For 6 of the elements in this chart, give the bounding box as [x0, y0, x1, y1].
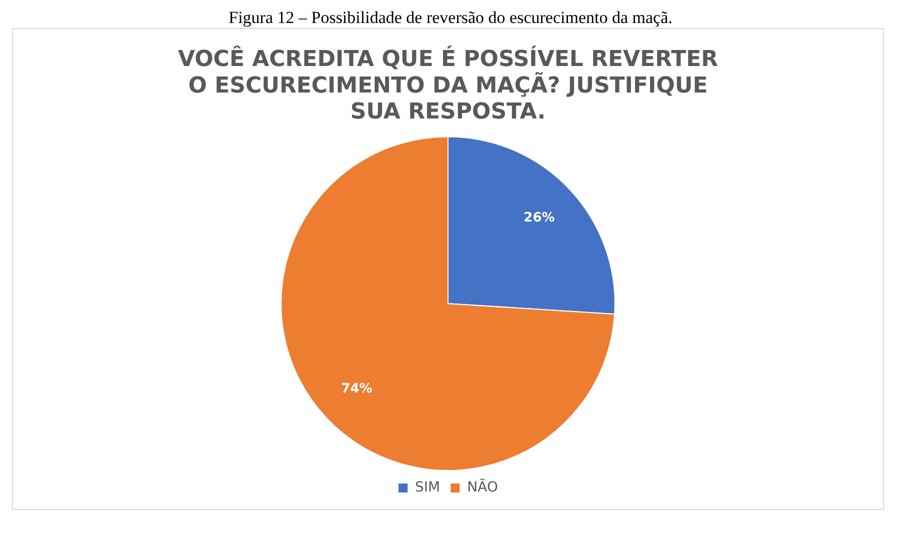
data-label: 26% [524, 210, 555, 226]
text: Figura 12 – Possibilidade de reversão do escurecimento da maçã. [228, 8, 674, 28]
chart-title: VOCÊ ACREDITA QUE É POSSÍVEL REVERTER O ESCURECIMENTO DA MAÇÃ? JUSTIFIQUE SUA RESPOSTA. [178, 44, 718, 125]
legend-label: SIM [415, 480, 440, 496]
data-label: 74% [341, 382, 372, 397]
legend-label: NÃO [467, 478, 498, 496]
